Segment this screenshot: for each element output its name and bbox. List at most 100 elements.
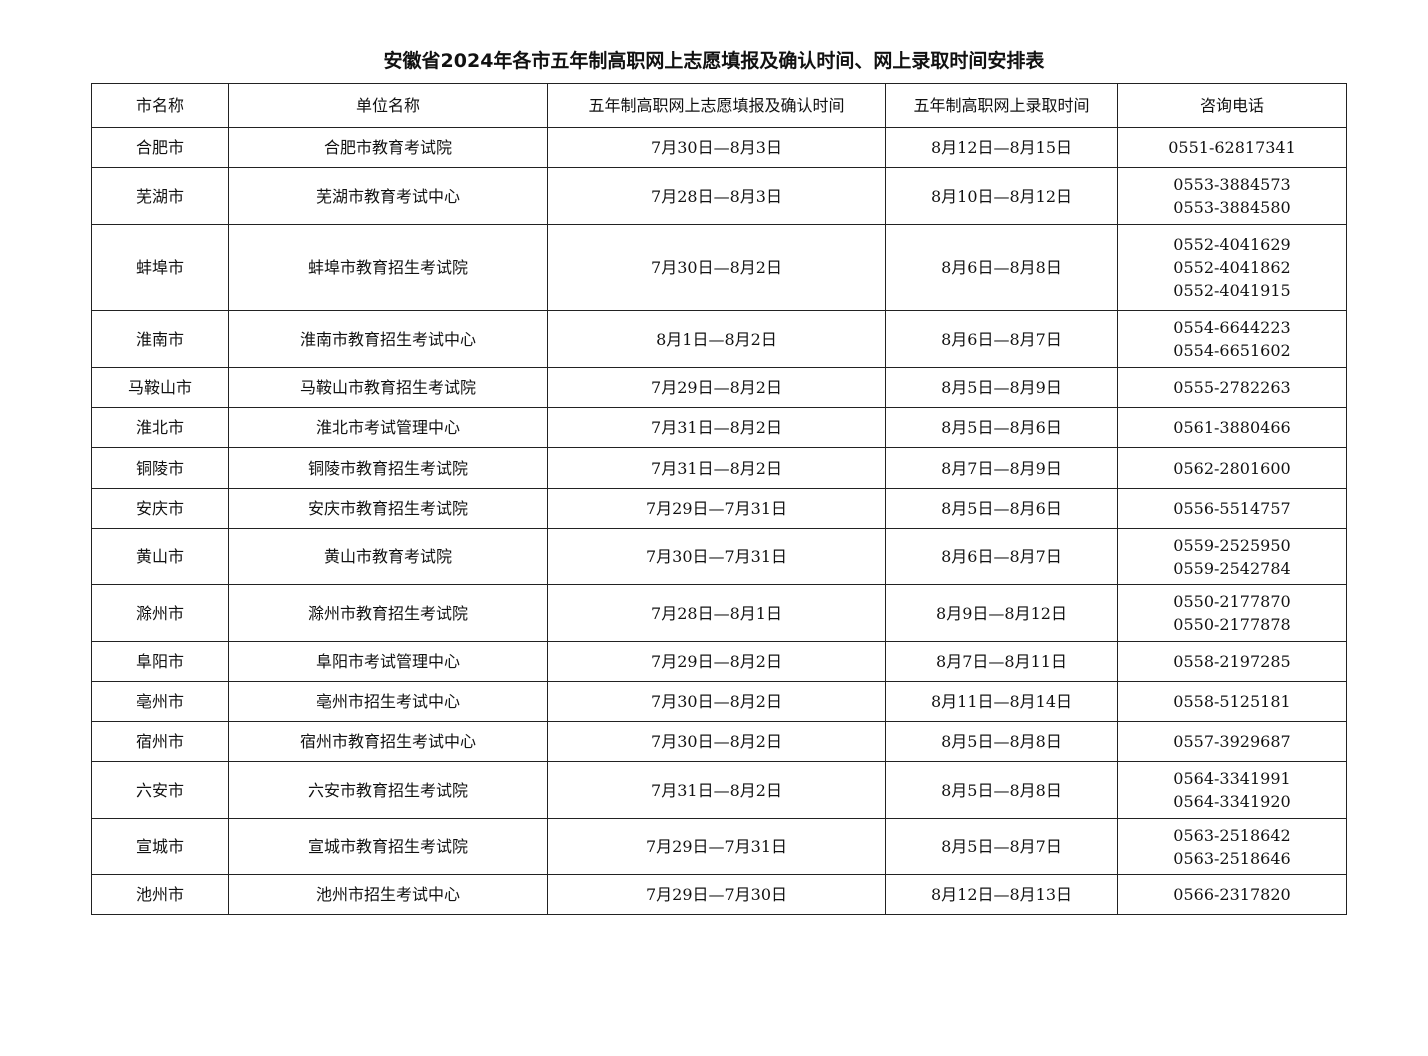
phone-number: 0556-5514757 bbox=[1173, 499, 1291, 518]
table-row: 滁州市 滁州市教育招生考试院 7月28日—8月1日 8月9日—8月12日 0550-21… bbox=[91, 584, 1347, 642]
phone-number: 0551-62817341 bbox=[1168, 138, 1296, 157]
apply-time-cell: 7月31日—8月2日 bbox=[547, 407, 886, 448]
table-row: 黄山市 黄山市教育考试院 7月30日—7月31日 8月6日—8月7日 0559-2525… bbox=[91, 528, 1347, 585]
apply-time-cell: 7月31日—8月2日 bbox=[547, 447, 886, 489]
phone-number: 0559-2525950 bbox=[1173, 535, 1291, 555]
phone-number: 0564-3341991 bbox=[1173, 769, 1291, 788]
phone-cell: 0558-5125181 bbox=[1117, 681, 1347, 722]
admit-time-cell: 8月6日—8月7日 bbox=[885, 310, 1118, 368]
apply-time-cell: 7月29日—7月30日 bbox=[547, 874, 886, 915]
phone-number: 0550-2177878 bbox=[1173, 615, 1291, 634]
phone-cell: 0564-3341991 0564-3341920 bbox=[1117, 761, 1347, 819]
header-admit-time: 五年制高职网上录取时间 bbox=[885, 83, 1118, 128]
admit-time-cell: 8月5日—8月6日 bbox=[885, 407, 1118, 448]
unit-cell: 滁州市教育招生考试院 bbox=[228, 584, 548, 642]
apply-time-cell: 7月28日—8月1日 bbox=[547, 584, 886, 642]
apply-time-cell: 7月30日—7月31日 bbox=[547, 528, 886, 585]
apply-time-cell: 7月30日—8月2日 bbox=[547, 681, 886, 722]
unit-cell: 池州市招生考试中心 bbox=[228, 874, 548, 915]
phone-number: 0552-4041629 bbox=[1173, 235, 1291, 254]
phone-number: 0558-2197285 bbox=[1173, 652, 1291, 671]
city-cell: 宣城市 bbox=[91, 818, 229, 875]
table-row: 宣城市 宣城市教育招生考试院 7月29日—7月31日 8月5日—8月7日 0563-25… bbox=[91, 818, 1347, 875]
unit-cell: 合肥市教育考试院 bbox=[228, 127, 548, 168]
phone-number: 0559-2542784 bbox=[1173, 558, 1291, 578]
phone-number: 0554-6651602 bbox=[1173, 341, 1291, 360]
table-row: 安庆市 安庆市教育招生考试院 7月29日—7月31日 8月5日—8月6日 0556-55… bbox=[91, 488, 1347, 529]
phone-number: 0564-3341920 bbox=[1173, 792, 1291, 811]
city-cell: 淮北市 bbox=[91, 407, 229, 448]
admit-time-cell: 8月5日—8月7日 bbox=[885, 818, 1118, 875]
table-row: 铜陵市 铜陵市教育招生考试院 7月31日—8月2日 8月7日—8月9日 0562-280… bbox=[91, 447, 1347, 489]
unit-cell: 宣城市教育招生考试院 bbox=[228, 818, 548, 875]
table-row: 淮北市 淮北市考试管理中心 7月31日—8月2日 8月5日—8月6日 0561-3880… bbox=[91, 407, 1347, 448]
admit-time-cell: 8月7日—8月11日 bbox=[885, 641, 1118, 682]
admit-time-cell: 8月7日—8月9日 bbox=[885, 447, 1118, 489]
phone-number: 0566-2317820 bbox=[1173, 885, 1291, 904]
phone-number: 0552-4041915 bbox=[1173, 281, 1291, 300]
table-row: 芜湖市 芜湖市教育考试中心 7月28日—8月3日 8月10日—8月12日 0553-38… bbox=[91, 167, 1347, 225]
unit-cell: 安庆市教育招生考试院 bbox=[228, 488, 548, 529]
admit-time-cell: 8月12日—8月13日 bbox=[885, 874, 1118, 915]
header-row: 市名称 单位名称 五年制高职网上志愿填报及确认时间 五年制高职网上录取时间 咨询… bbox=[91, 83, 1347, 128]
header-city: 市名称 bbox=[91, 83, 229, 128]
admit-time-cell: 8月5日—8月8日 bbox=[885, 761, 1118, 819]
unit-cell: 黄山市教育考试院 bbox=[228, 528, 548, 585]
city-cell: 合肥市 bbox=[91, 127, 229, 168]
phone-number: 0554-6644223 bbox=[1173, 318, 1291, 337]
unit-cell: 淮北市考试管理中心 bbox=[228, 407, 548, 448]
apply-time-cell: 7月30日—8月2日 bbox=[547, 721, 886, 762]
city-cell: 滁州市 bbox=[91, 584, 229, 642]
phone-cell: 0556-5514757 bbox=[1117, 488, 1347, 529]
admit-time-cell: 8月10日—8月12日 bbox=[885, 167, 1118, 225]
phone-cell: 0550-2177870 0550-2177878 bbox=[1117, 584, 1347, 642]
document-title: 安徽省2024年各市五年制高职网上志愿填报及确认时间、网上录取时间安排表 bbox=[383, 50, 1045, 72]
unit-cell: 铜陵市教育招生考试院 bbox=[228, 447, 548, 489]
admit-time-cell: 8月12日—8月15日 bbox=[885, 127, 1118, 168]
table-row: 宿州市 宿州市教育招生考试中心 7月30日—8月2日 8月5日—8月8日 0557-39… bbox=[91, 721, 1347, 762]
schedule-table: 市名称 单位名称 五年制高职网上志愿填报及确认时间 五年制高职网上录取时间 咨询… bbox=[91, 83, 1347, 915]
unit-cell: 宿州市教育招生考试中心 bbox=[228, 721, 548, 762]
unit-cell: 蚌埠市教育招生考试院 bbox=[228, 224, 548, 311]
apply-time-cell: 7月28日—8月3日 bbox=[547, 167, 886, 225]
phone-cell: 0563-2518642 0563-2518646 bbox=[1117, 818, 1347, 875]
table-row: 马鞍山市 马鞍山市教育招生考试院 7月29日—8月2日 8月5日—8月9日 0555-2… bbox=[91, 367, 1347, 408]
phone-number: 0553-3884580 bbox=[1173, 198, 1291, 217]
phone-number: 0561-3880466 bbox=[1173, 418, 1291, 437]
phone-cell: 0559-2525950 0559-2542784 bbox=[1117, 528, 1347, 585]
city-cell: 黄山市 bbox=[91, 528, 229, 585]
apply-time-cell: 8月1日—8月2日 bbox=[547, 310, 886, 368]
phone-cell: 0552-4041629 0552-4041862 0552-4041915 bbox=[1117, 224, 1347, 311]
table-row: 淮南市 淮南市教育招生考试中心 8月1日—8月2日 8月6日—8月7日 0554-664… bbox=[91, 310, 1347, 368]
city-cell: 蚌埠市 bbox=[91, 224, 229, 311]
table-row: 蚌埠市 蚌埠市教育招生考试院 7月30日—8月2日 8月6日—8月8日 0552-404… bbox=[91, 224, 1347, 311]
phone-cell: 0561-3880466 bbox=[1117, 407, 1347, 448]
header-phone: 咨询电话 bbox=[1117, 83, 1347, 128]
phone-number: 0558-5125181 bbox=[1173, 692, 1291, 711]
admit-time-cell: 8月9日—8月12日 bbox=[885, 584, 1118, 642]
phone-number: 0557-3929687 bbox=[1173, 732, 1291, 751]
phone-cell: 0557-3929687 bbox=[1117, 721, 1347, 762]
phone-cell: 0558-2197285 bbox=[1117, 641, 1347, 682]
city-cell: 亳州市 bbox=[91, 681, 229, 722]
phone-number: 0552-4041862 bbox=[1173, 258, 1291, 277]
phone-cell: 0554-6644223 0554-6651602 bbox=[1117, 310, 1347, 368]
city-cell: 铜陵市 bbox=[91, 447, 229, 489]
phone-number: 0563-2518642 bbox=[1173, 825, 1291, 845]
unit-cell: 六安市教育招生考试院 bbox=[228, 761, 548, 819]
city-cell: 淮南市 bbox=[91, 310, 229, 368]
apply-time-cell: 7月30日—8月2日 bbox=[547, 224, 886, 311]
admit-time-cell: 8月11日—8月14日 bbox=[885, 681, 1118, 722]
admit-time-cell: 8月5日—8月9日 bbox=[885, 367, 1118, 408]
apply-time-cell: 7月29日—7月31日 bbox=[547, 488, 886, 529]
city-cell: 阜阳市 bbox=[91, 641, 229, 682]
phone-number: 0555-2782263 bbox=[1173, 378, 1291, 397]
unit-cell: 马鞍山市教育招生考试院 bbox=[228, 367, 548, 408]
table-row: 池州市 池州市招生考试中心 7月29日—7月30日 8月12日—8月13日 0566-2… bbox=[91, 874, 1347, 915]
unit-cell: 亳州市招生考试中心 bbox=[228, 681, 548, 722]
admit-time-cell: 8月5日—8月8日 bbox=[885, 721, 1118, 762]
unit-cell: 芜湖市教育考试中心 bbox=[228, 167, 548, 225]
city-cell: 安庆市 bbox=[91, 488, 229, 529]
unit-cell: 阜阳市考试管理中心 bbox=[228, 641, 548, 682]
table-row: 合肥市 合肥市教育考试院 7月30日—8月3日 8月12日—8月15日 0551-628… bbox=[91, 127, 1347, 168]
